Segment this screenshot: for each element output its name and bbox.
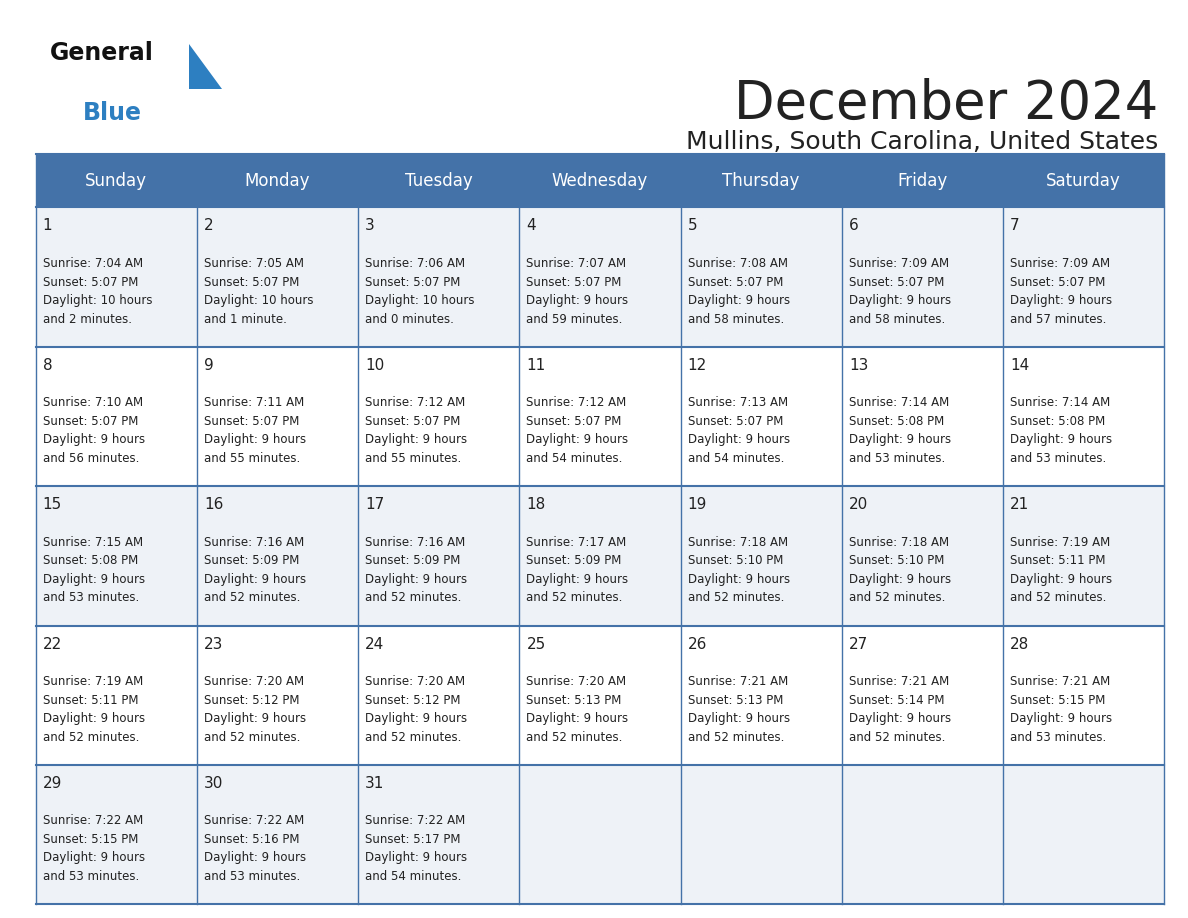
Text: Sunrise: 7:15 AM
Sunset: 5:08 PM
Daylight: 9 hours
and 53 minutes.: Sunrise: 7:15 AM Sunset: 5:08 PM Dayligh… [43, 536, 145, 604]
Text: Sunrise: 7:13 AM
Sunset: 5:07 PM
Daylight: 9 hours
and 54 minutes.: Sunrise: 7:13 AM Sunset: 5:07 PM Dayligh… [688, 397, 790, 465]
Bar [36, 625, 1164, 765]
Text: Sunrise: 7:08 AM
Sunset: 5:07 PM
Daylight: 9 hours
and 58 minutes.: Sunrise: 7:08 AM Sunset: 5:07 PM Dayligh… [688, 257, 790, 326]
Bar [36, 154, 1164, 207]
Text: 19: 19 [688, 498, 707, 512]
Text: Sunrise: 7:06 AM
Sunset: 5:07 PM
Daylight: 10 hours
and 0 minutes.: Sunrise: 7:06 AM Sunset: 5:07 PM Dayligh… [365, 257, 475, 326]
Text: Friday: Friday [897, 172, 948, 190]
Text: 22: 22 [43, 636, 62, 652]
Text: Sunrise: 7:04 AM
Sunset: 5:07 PM
Daylight: 10 hours
and 2 minutes.: Sunrise: 7:04 AM Sunset: 5:07 PM Dayligh… [43, 257, 152, 326]
Text: 1: 1 [43, 218, 52, 233]
Text: 3: 3 [365, 218, 375, 233]
Text: Sunrise: 7:07 AM
Sunset: 5:07 PM
Daylight: 9 hours
and 59 minutes.: Sunrise: 7:07 AM Sunset: 5:07 PM Dayligh… [526, 257, 628, 326]
Text: 10: 10 [365, 358, 385, 373]
Bar [36, 207, 1164, 347]
Text: 29: 29 [43, 776, 62, 791]
Text: Sunrise: 7:21 AM
Sunset: 5:14 PM
Daylight: 9 hours
and 52 minutes.: Sunrise: 7:21 AM Sunset: 5:14 PM Dayligh… [849, 675, 952, 744]
Text: 9: 9 [204, 358, 214, 373]
Text: Sunrise: 7:14 AM
Sunset: 5:08 PM
Daylight: 9 hours
and 53 minutes.: Sunrise: 7:14 AM Sunset: 5:08 PM Dayligh… [1010, 397, 1112, 465]
Polygon shape [189, 44, 222, 89]
Text: 24: 24 [365, 636, 385, 652]
Text: 11: 11 [526, 358, 545, 373]
Text: Sunrise: 7:10 AM
Sunset: 5:07 PM
Daylight: 9 hours
and 56 minutes.: Sunrise: 7:10 AM Sunset: 5:07 PM Dayligh… [43, 397, 145, 465]
Text: Sunrise: 7:19 AM
Sunset: 5:11 PM
Daylight: 9 hours
and 52 minutes.: Sunrise: 7:19 AM Sunset: 5:11 PM Dayligh… [43, 675, 145, 744]
Text: Sunrise: 7:18 AM
Sunset: 5:10 PM
Daylight: 9 hours
and 52 minutes.: Sunrise: 7:18 AM Sunset: 5:10 PM Dayligh… [688, 536, 790, 604]
Text: 12: 12 [688, 358, 707, 373]
Text: General: General [50, 41, 153, 65]
Text: 6: 6 [849, 218, 859, 233]
Text: Sunday: Sunday [86, 172, 147, 190]
Text: Sunrise: 7:20 AM
Sunset: 5:12 PM
Daylight: 9 hours
and 52 minutes.: Sunrise: 7:20 AM Sunset: 5:12 PM Dayligh… [204, 675, 307, 744]
Text: Sunrise: 7:22 AM
Sunset: 5:16 PM
Daylight: 9 hours
and 53 minutes.: Sunrise: 7:22 AM Sunset: 5:16 PM Dayligh… [204, 814, 307, 883]
Text: 16: 16 [204, 498, 223, 512]
Text: Sunrise: 7:16 AM
Sunset: 5:09 PM
Daylight: 9 hours
and 52 minutes.: Sunrise: 7:16 AM Sunset: 5:09 PM Dayligh… [365, 536, 467, 604]
Text: Sunrise: 7:11 AM
Sunset: 5:07 PM
Daylight: 9 hours
and 55 minutes.: Sunrise: 7:11 AM Sunset: 5:07 PM Dayligh… [204, 397, 307, 465]
Text: 25: 25 [526, 636, 545, 652]
Text: 13: 13 [849, 358, 868, 373]
Text: 31: 31 [365, 776, 385, 791]
Text: 21: 21 [1010, 498, 1029, 512]
Text: 4: 4 [526, 218, 536, 233]
Text: Sunrise: 7:12 AM
Sunset: 5:07 PM
Daylight: 9 hours
and 54 minutes.: Sunrise: 7:12 AM Sunset: 5:07 PM Dayligh… [526, 397, 628, 465]
Text: Sunrise: 7:16 AM
Sunset: 5:09 PM
Daylight: 9 hours
and 52 minutes.: Sunrise: 7:16 AM Sunset: 5:09 PM Dayligh… [204, 536, 307, 604]
Text: 17: 17 [365, 498, 385, 512]
Text: Sunrise: 7:21 AM
Sunset: 5:13 PM
Daylight: 9 hours
and 52 minutes.: Sunrise: 7:21 AM Sunset: 5:13 PM Dayligh… [688, 675, 790, 744]
Text: Sunrise: 7:12 AM
Sunset: 5:07 PM
Daylight: 9 hours
and 55 minutes.: Sunrise: 7:12 AM Sunset: 5:07 PM Dayligh… [365, 397, 467, 465]
Text: 14: 14 [1010, 358, 1029, 373]
Text: Sunrise: 7:19 AM
Sunset: 5:11 PM
Daylight: 9 hours
and 52 minutes.: Sunrise: 7:19 AM Sunset: 5:11 PM Dayligh… [1010, 536, 1112, 604]
Text: Wednesday: Wednesday [551, 172, 649, 190]
Text: Monday: Monday [245, 172, 310, 190]
Text: 15: 15 [43, 498, 62, 512]
Text: Sunrise: 7:05 AM
Sunset: 5:07 PM
Daylight: 10 hours
and 1 minute.: Sunrise: 7:05 AM Sunset: 5:07 PM Dayligh… [204, 257, 314, 326]
Text: Sunrise: 7:09 AM
Sunset: 5:07 PM
Daylight: 9 hours
and 58 minutes.: Sunrise: 7:09 AM Sunset: 5:07 PM Dayligh… [849, 257, 952, 326]
Text: 28: 28 [1010, 636, 1029, 652]
Bar [36, 347, 1164, 487]
Bar [36, 487, 1164, 625]
Text: Sunrise: 7:22 AM
Sunset: 5:17 PM
Daylight: 9 hours
and 54 minutes.: Sunrise: 7:22 AM Sunset: 5:17 PM Dayligh… [365, 814, 467, 883]
Text: Sunrise: 7:20 AM
Sunset: 5:12 PM
Daylight: 9 hours
and 52 minutes.: Sunrise: 7:20 AM Sunset: 5:12 PM Dayligh… [365, 675, 467, 744]
Text: 2: 2 [204, 218, 214, 233]
Text: 30: 30 [204, 776, 223, 791]
Text: 20: 20 [849, 498, 868, 512]
Text: 26: 26 [688, 636, 707, 652]
Text: Tuesday: Tuesday [405, 172, 473, 190]
Text: 5: 5 [688, 218, 697, 233]
Bar [36, 765, 1164, 904]
Text: 18: 18 [526, 498, 545, 512]
Text: 7: 7 [1010, 218, 1019, 233]
Text: Thursday: Thursday [722, 172, 800, 190]
Text: Sunrise: 7:18 AM
Sunset: 5:10 PM
Daylight: 9 hours
and 52 minutes.: Sunrise: 7:18 AM Sunset: 5:10 PM Dayligh… [849, 536, 952, 604]
Text: Sunrise: 7:21 AM
Sunset: 5:15 PM
Daylight: 9 hours
and 53 minutes.: Sunrise: 7:21 AM Sunset: 5:15 PM Dayligh… [1010, 675, 1112, 744]
Text: Sunrise: 7:22 AM
Sunset: 5:15 PM
Daylight: 9 hours
and 53 minutes.: Sunrise: 7:22 AM Sunset: 5:15 PM Dayligh… [43, 814, 145, 883]
Text: 27: 27 [849, 636, 868, 652]
Text: 8: 8 [43, 358, 52, 373]
Text: Sunrise: 7:17 AM
Sunset: 5:09 PM
Daylight: 9 hours
and 52 minutes.: Sunrise: 7:17 AM Sunset: 5:09 PM Dayligh… [526, 536, 628, 604]
Text: Sunrise: 7:20 AM
Sunset: 5:13 PM
Daylight: 9 hours
and 52 minutes.: Sunrise: 7:20 AM Sunset: 5:13 PM Dayligh… [526, 675, 628, 744]
Text: Mullins, South Carolina, United States: Mullins, South Carolina, United States [685, 130, 1158, 154]
Text: December 2024: December 2024 [734, 78, 1158, 130]
Text: Sunrise: 7:09 AM
Sunset: 5:07 PM
Daylight: 9 hours
and 57 minutes.: Sunrise: 7:09 AM Sunset: 5:07 PM Dayligh… [1010, 257, 1112, 326]
Text: Saturday: Saturday [1047, 172, 1121, 190]
Text: Blue: Blue [83, 101, 143, 125]
Text: 23: 23 [204, 636, 223, 652]
Text: Sunrise: 7:14 AM
Sunset: 5:08 PM
Daylight: 9 hours
and 53 minutes.: Sunrise: 7:14 AM Sunset: 5:08 PM Dayligh… [849, 397, 952, 465]
